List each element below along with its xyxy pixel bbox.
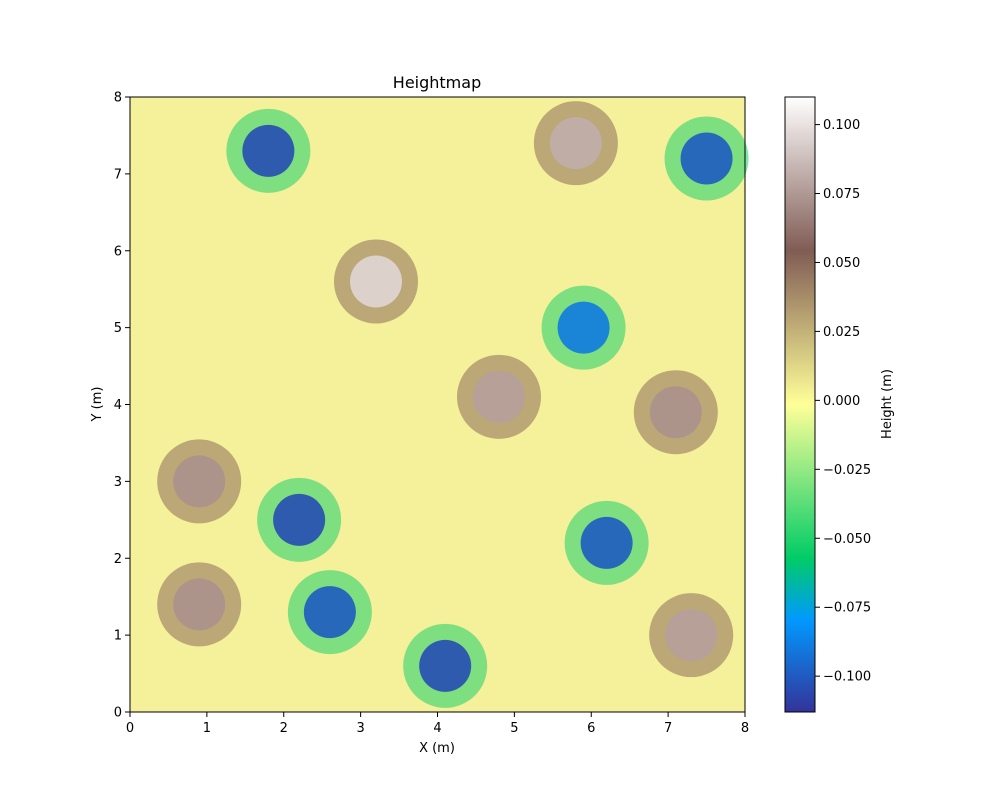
colorbar-tick-label: 0.075 <box>823 187 860 202</box>
colorbar-tick-label: 0.050 <box>823 256 860 271</box>
peak-6 <box>173 578 226 631</box>
x-tick-label: 1 <box>203 721 211 736</box>
x-tick-label: 3 <box>356 721 364 736</box>
x-tick-label: 0 <box>126 721 134 736</box>
basin-11 <box>419 639 472 692</box>
basin-10 <box>303 586 356 639</box>
colorbar-tick-label: −0.100 <box>823 670 871 685</box>
colorbar-tick-label: −0.050 <box>823 532 871 547</box>
y-axis-label: Y (m) <box>90 387 105 423</box>
y-axis: 0 1 2 3 4 5 6 7 8 <box>114 91 130 721</box>
basin-8 <box>680 132 733 185</box>
plot-area <box>129 96 749 713</box>
colorbar-gradient <box>784 96 816 713</box>
y-tick-label: 1 <box>114 629 122 644</box>
y-tick-label: 6 <box>114 244 122 259</box>
x-tick-label: 7 <box>664 721 672 736</box>
colorbar-tick-label: 0.000 <box>823 394 860 409</box>
peak-1 <box>549 117 602 170</box>
x-tick-label: 8 <box>741 721 749 736</box>
y-tick-label: 4 <box>114 398 122 413</box>
peak-2 <box>473 370 525 423</box>
y-tick-label: 5 <box>114 321 122 336</box>
colorbar-tick-label: −0.075 <box>823 601 871 616</box>
basin-7 <box>242 124 295 177</box>
y-tick-label: 3 <box>114 475 122 490</box>
colorbar-ticks: −0.100 −0.075 −0.050 −0.025 0.000 0.025 0.050 0… <box>815 118 871 685</box>
x-tick-label: 5 <box>510 721 518 736</box>
basin-9 <box>273 493 326 546</box>
basin-12 <box>580 516 633 569</box>
x-tick-label: 6 <box>587 721 595 736</box>
peak-4 <box>173 455 226 508</box>
colorbar-tick-label: 0.025 <box>823 325 860 340</box>
y-tick-label: 0 <box>114 706 122 721</box>
x-tick-label: 4 <box>433 721 441 736</box>
x-axis: 0 1 2 3 4 5 6 7 8 <box>126 712 749 736</box>
colorbar-tick-label: −0.025 <box>823 463 871 478</box>
peak-0 <box>350 255 402 308</box>
colorbar-label: Height (m) <box>880 369 895 439</box>
peak-3 <box>649 386 702 439</box>
x-axis-label: X (m) <box>419 741 455 756</box>
colorbar-tick-label: 0.100 <box>823 118 860 133</box>
peak-5 <box>665 609 718 662</box>
heatmap-features <box>157 101 749 708</box>
colorbar: −0.100 −0.075 −0.050 −0.025 0.000 0.025 0.050 0… <box>784 96 895 713</box>
y-tick-label: 2 <box>114 552 122 567</box>
y-tick-label: 7 <box>114 167 122 182</box>
y-tick-label: 8 <box>114 91 122 106</box>
basin-13 <box>557 301 610 354</box>
chart-title: Heightmap <box>393 73 481 92</box>
x-tick-label: 2 <box>280 721 288 736</box>
